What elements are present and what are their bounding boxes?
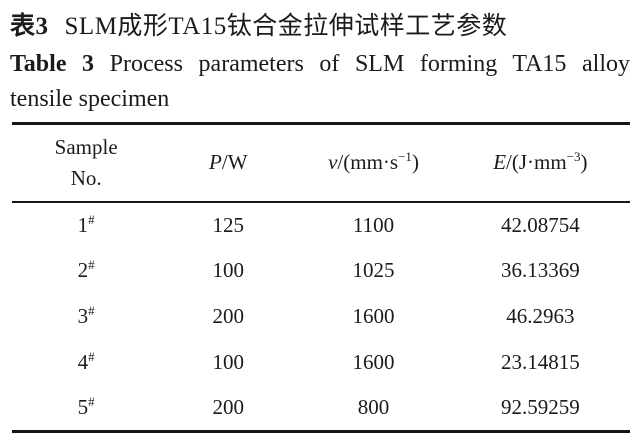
header-sample-line2: No. <box>70 165 102 190</box>
caption-chinese: 表3 SLM成形TA15钛合金拉伸试样工艺参数 <box>10 8 630 46</box>
cell-power: 125 <box>212 212 245 237</box>
header-sample-line1: Sample <box>54 134 118 159</box>
table-header-row: Sample No. P/W v/(mm·s−1) E/(J·mm−3) <box>12 124 630 202</box>
caption-en-label: Table 3 <box>10 51 95 77</box>
cell-power: 100 <box>212 350 245 374</box>
process-parameters-table: Sample No. P/W v/(mm·s−1) E/(J·mm−3) 1# … <box>12 122 630 433</box>
table-row: 4# 100 1600 23.14815 <box>12 340 630 386</box>
cell-speed: 800 <box>357 395 390 420</box>
cell-energy: 23.14815 <box>501 350 580 374</box>
cell-energy: 46.2963 <box>506 304 575 328</box>
cell-speed: 1600 <box>352 304 395 328</box>
cell-sample: 3# <box>77 303 95 328</box>
cell-energy: 92.59259 <box>501 395 580 420</box>
header-sample-no: Sample No. <box>12 124 160 202</box>
cell-sample: 2# <box>77 257 95 282</box>
cell-sample: 4# <box>77 349 95 374</box>
header-energy-density: E/(J·mm−3) <box>493 149 588 175</box>
cell-power: 200 <box>212 304 245 328</box>
table-row: 5# 200 800 92.59259 <box>12 386 630 432</box>
caption-en-text: Process parameters of SLM forming TA15 a… <box>109 51 630 77</box>
cell-energy: 36.13369 <box>501 258 580 282</box>
cell-speed: 1600 <box>352 350 395 374</box>
caption-zh-label: 表3 <box>10 13 49 40</box>
cell-speed: 1100 <box>352 212 395 237</box>
cell-power: 100 <box>212 258 245 282</box>
cell-sample: 5# <box>77 394 95 420</box>
cell-sample: 1# <box>77 211 95 237</box>
cell-power: 200 <box>212 395 245 420</box>
header-scan-speed: v/(mm·s−1) <box>328 149 419 175</box>
table-row: 1# 125 1100 42.08754 <box>12 202 630 248</box>
header-laser-power: P/W <box>209 150 248 175</box>
table-row: 3# 200 1600 46.2963 <box>12 294 630 340</box>
caption-english-line2: tensile specimen <box>10 86 170 112</box>
cell-energy: 42.08754 <box>501 212 580 237</box>
caption-english-line1: Table 3 Process parameters of SLM formin… <box>10 46 630 82</box>
cell-speed: 1025 <box>352 258 395 282</box>
table-row: 2# 100 1025 36.13369 <box>12 248 630 294</box>
caption-zh-text: SLM成形TA15钛合金拉伸试样工艺参数 <box>64 13 508 40</box>
